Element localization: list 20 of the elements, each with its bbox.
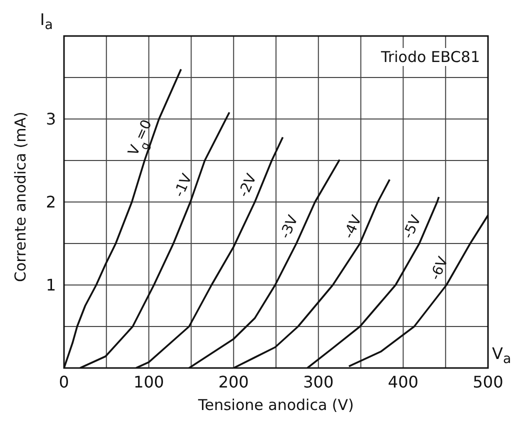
text: -4V [340, 212, 366, 242]
y-axis-title: Corrente anodica (mA) [11, 112, 30, 282]
y-tick-label: 1 [46, 276, 56, 295]
x-axis-title: Tensione anodica (V) [197, 396, 354, 414]
text: -5V [400, 212, 425, 242]
y-tick-label: 3 [46, 110, 56, 129]
text: -1V [171, 171, 196, 200]
text: -3V [277, 212, 302, 242]
text: V$_{a}$ [492, 344, 512, 368]
x-tick-label: 0 [58, 372, 70, 392]
y-tick-label: 2 [46, 192, 56, 212]
x-tick-label: 500 [472, 372, 504, 392]
x-tick-label: 100 [134, 372, 164, 392]
text: Triodo EBC81 [378, 48, 482, 66]
x-tick-label: 300 [303, 372, 334, 392]
text: -2V [236, 171, 260, 200]
x-tick-label: 400 [388, 372, 418, 392]
text: -6V [427, 254, 452, 283]
x-tick-label: 200 [218, 372, 249, 392]
text: I$_{a}$ [40, 10, 53, 34]
